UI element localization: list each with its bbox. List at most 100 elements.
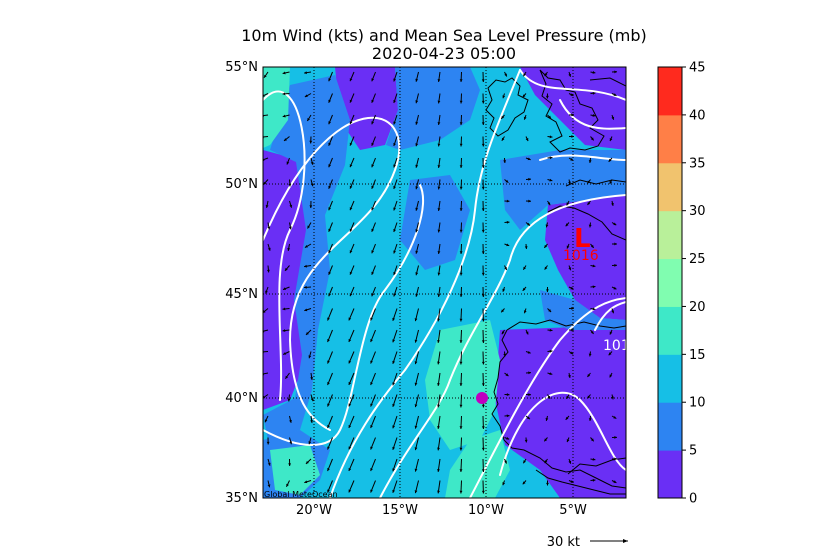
wind-arrowhead: [481, 318, 485, 322]
wind-arrowhead: [501, 309, 505, 313]
wind-arrowhead: [481, 294, 485, 297]
wind-arrowhead: [481, 383, 485, 386]
wind-arrowhead: [371, 142, 375, 146]
wind-arrowhead: [609, 180, 613, 184]
map-panel: L 1016 101 Global MeteOcean: [263, 67, 626, 499]
wind-arrowhead: [528, 199, 531, 203]
wind-arrowhead: [568, 181, 571, 185]
wind-arrowhead: [392, 403, 396, 407]
wind-arrowhead: [415, 229, 419, 233]
low-pressure-symbol: L: [574, 224, 591, 254]
wind-arrowhead: [370, 468, 373, 472]
wind-arrowhead: [328, 121, 332, 125]
colorbar: 0 5 10 15 20 25 30 35 40 45: [657, 61, 706, 507]
wind-arrowhead: [310, 420, 314, 423]
wind-arrowhead: [348, 338, 352, 342]
wind-arrowhead: [437, 447, 440, 451]
wind-arrowhead: [289, 419, 292, 423]
wind-arrowhead: [289, 441, 293, 445]
wind-arrowhead: [371, 228, 375, 232]
lat-tick-40: 40°N: [225, 391, 258, 406]
wind-arrowhead: [568, 73, 572, 77]
wind-arrowhead: [549, 349, 553, 353]
wind-arrowhead: [414, 361, 418, 365]
wind-arrowhead: [349, 142, 353, 146]
wind-arrowhead: [348, 424, 352, 428]
wind-arrowhead: [570, 158, 574, 161]
wind-arrowhead: [349, 164, 353, 168]
wind-arrowhead: [614, 263, 617, 267]
wind-arrowhead: [392, 446, 396, 450]
wind-arrowhead: [309, 140, 313, 144]
latitude-axis: 55°N 50°N 45°N 40°N 35°N: [225, 60, 258, 506]
wind-arrowhead: [547, 202, 551, 206]
wind-arrowhead: [286, 483, 289, 487]
wind-arrowhead: [328, 228, 332, 232]
wind-arrowhead: [348, 489, 352, 493]
wind-arrowhead: [414, 425, 418, 429]
wind-arrowhead: [305, 332, 309, 335]
wind-arrowhead: [437, 318, 440, 322]
colorbar-tick-label: 10: [689, 396, 706, 411]
data-credit: Global MeteOcean: [264, 490, 338, 499]
wind-arrowhead: [264, 74, 267, 78]
wind-arrowhead: [437, 361, 440, 365]
wind-arrowhead: [371, 250, 375, 254]
wind-arrowhead: [328, 207, 332, 211]
wind-arrowhead: [437, 122, 441, 125]
wind-arrowhead: [371, 271, 375, 275]
wind-arrowhead: [459, 186, 463, 190]
wind-arrowhead: [284, 138, 287, 141]
wind-arrowhead: [566, 439, 570, 443]
lon-tick-15w: 15°W: [382, 503, 418, 518]
wind-arrowhead: [414, 490, 418, 494]
wind-arrowhead: [282, 92, 286, 96]
colorbar-band: [658, 450, 682, 499]
wind-arrowhead: [459, 383, 463, 386]
wind-arrowhead: [415, 121, 419, 125]
wind-arrowhead: [592, 91, 596, 95]
wind-arrowhead: [613, 480, 617, 483]
lon-tick-10w: 10°W: [468, 503, 504, 518]
colorbar-tick-label: 25: [689, 252, 706, 267]
wind-arrowhead: [327, 360, 330, 364]
wind-arrowhead: [566, 245, 570, 249]
wind-arrowhead: [304, 264, 307, 268]
wind-arrowhead: [506, 199, 510, 203]
wind-arrowhead: [393, 207, 397, 211]
wind-arrowhead: [525, 331, 529, 335]
wind-arrowhead: [327, 339, 330, 343]
wind-arrowhead: [348, 381, 352, 385]
wind-arrowhead: [371, 207, 375, 211]
wind-arrowhead: [545, 224, 549, 228]
wind-arrowhead: [481, 186, 485, 190]
wind-arrowhead: [481, 361, 485, 365]
wind-arrowhead: [263, 181, 267, 185]
wind-arrowhead: [571, 113, 574, 117]
colorbar-band: [658, 258, 682, 307]
wind-arrowhead: [549, 372, 553, 376]
wind-arrowhead: [527, 350, 531, 354]
wind-arrowhead: [568, 460, 572, 464]
wind-arrowhead: [459, 294, 463, 297]
wind-arrowhead: [503, 353, 507, 357]
wind-arrowhead: [545, 417, 549, 421]
wind-arrowhead: [437, 143, 441, 147]
wind-arrowhead: [506, 243, 510, 247]
wind-arrowhead: [523, 73, 527, 77]
wind-arrowhead: [549, 135, 553, 139]
wind-arrowhead: [282, 329, 286, 332]
wind-arrowhead: [611, 310, 615, 314]
wind-arrowhead: [459, 318, 463, 322]
wind-arrowhead: [437, 229, 441, 233]
colorbar-tick-label: 45: [689, 61, 706, 76]
wind-arrowhead: [414, 339, 418, 343]
wind-arrowhead: [393, 78, 397, 82]
colorbar-band: [658, 162, 682, 212]
wind-arrowhead: [481, 447, 485, 451]
wind-arrowhead: [393, 186, 397, 189]
wind-arrowhead: [371, 121, 375, 125]
wind-arrowhead: [282, 71, 286, 75]
colorbar-band: [658, 354, 682, 403]
